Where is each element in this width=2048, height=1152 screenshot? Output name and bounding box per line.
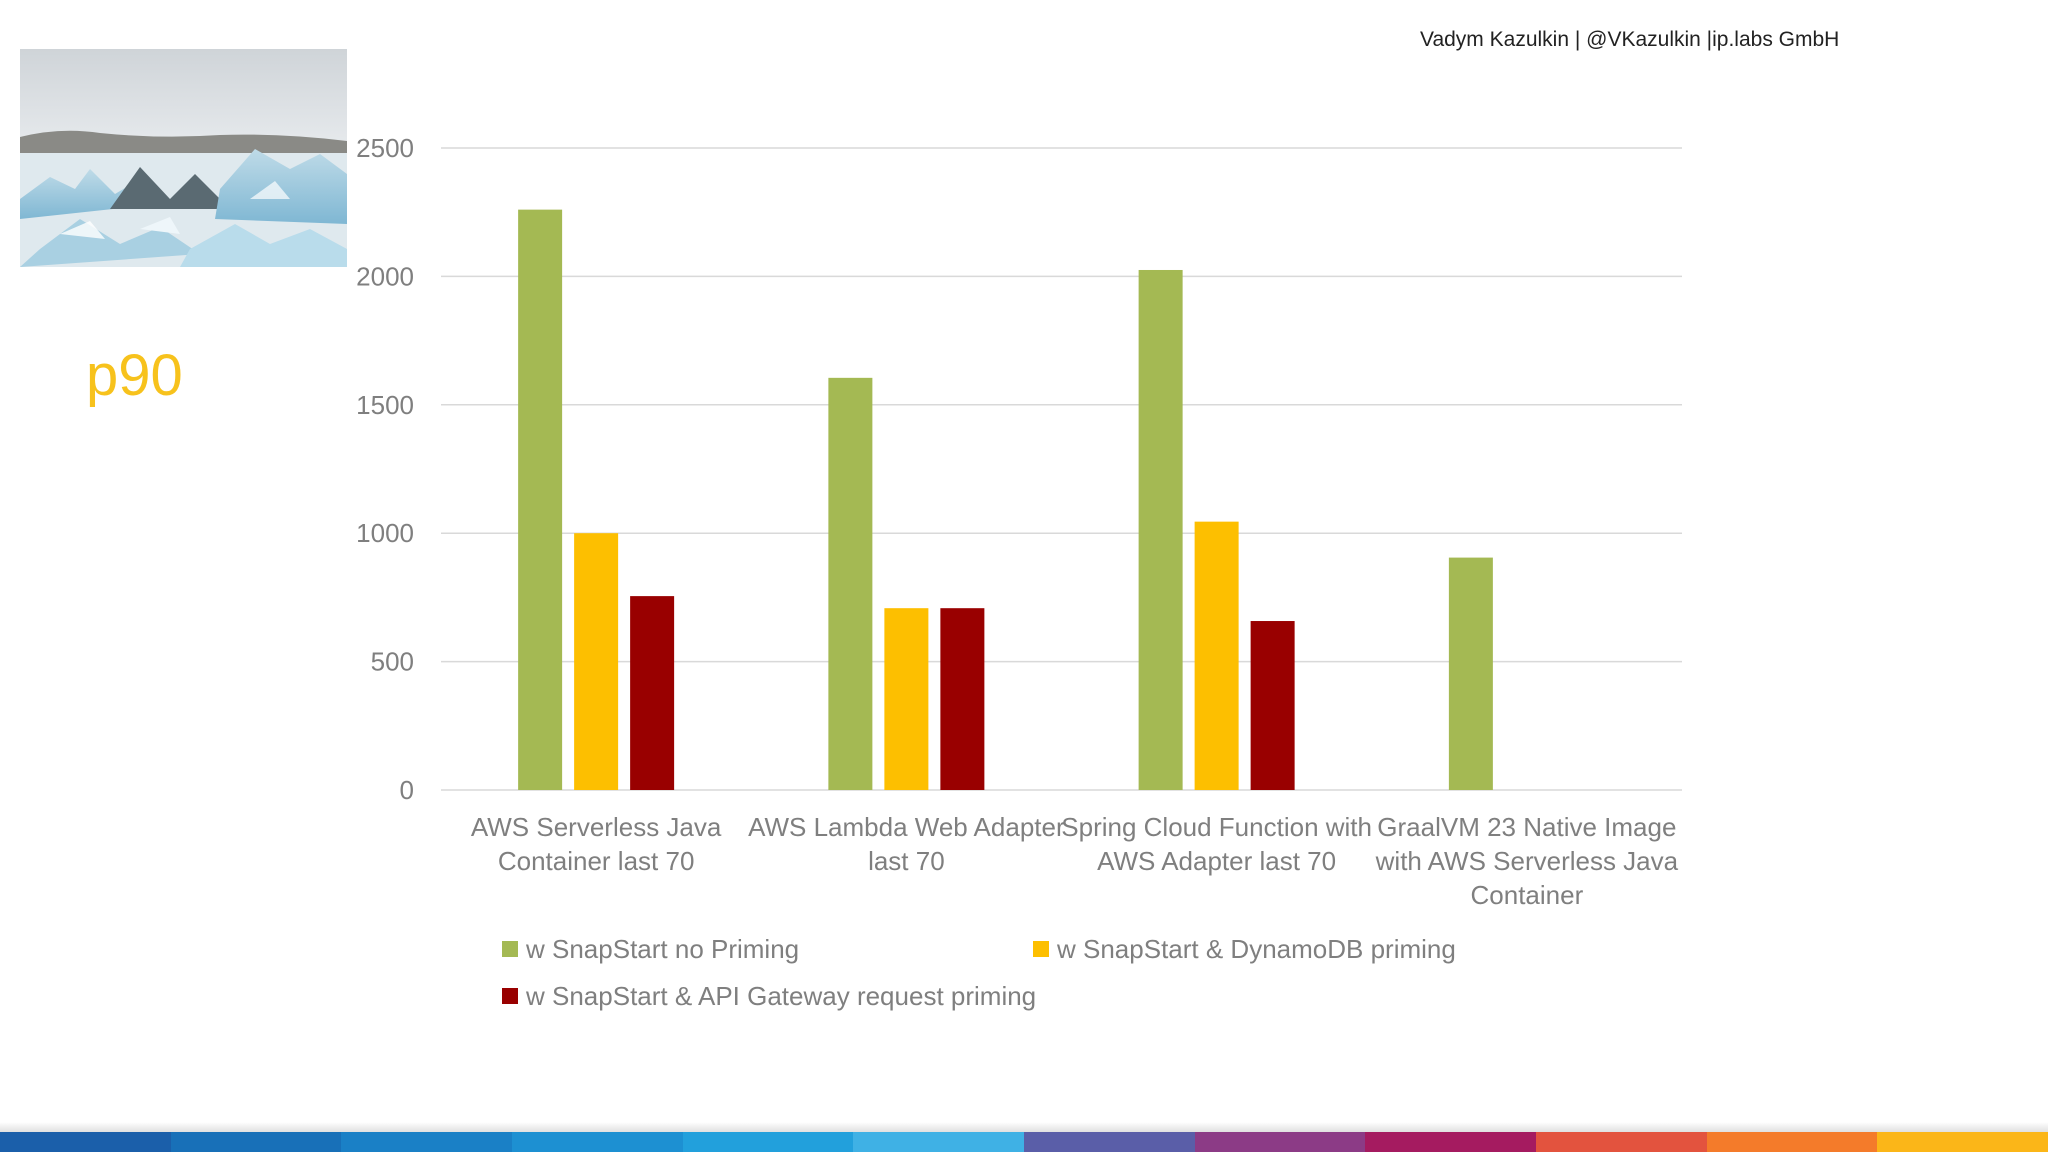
color-segment-3: [341, 1132, 513, 1152]
bar-series3-cat2: [940, 608, 985, 790]
legend-label-1: w SnapStart no Priming: [525, 934, 799, 964]
bar-series2-cat1: [574, 533, 619, 790]
bottom-color-bar: [0, 1122, 2048, 1152]
color-segment-9: [1365, 1132, 1537, 1152]
bar-series3-cat1: [630, 596, 675, 790]
color-segment-12: [1877, 1132, 2048, 1152]
y-axis-ticks: 0 500 1000 1500 2000 2500: [356, 133, 414, 805]
legend-swatch-2: [1033, 941, 1049, 957]
bar-series2-cat3: [1194, 521, 1239, 790]
header-credit: Vadym Kazulkin | @VKazulkin |ip.labs Gmb…: [1420, 28, 1840, 51]
bar-series3-cat3: [1250, 621, 1295, 790]
y-tick-label: 2000: [356, 261, 414, 291]
bars: [518, 209, 1493, 791]
color-segment-5: [682, 1132, 854, 1152]
legend: w SnapStart no Priming w SnapStart & Dyna…: [502, 934, 1456, 1011]
x-tick-label: Container: [1471, 880, 1584, 910]
color-segment-2: [170, 1132, 342, 1152]
x-tick-label: with AWS Serverless Java: [1375, 846, 1679, 876]
color-segment-6: [853, 1132, 1025, 1152]
x-tick-label: Spring Cloud Function with: [1061, 812, 1372, 842]
color-segment-10: [1536, 1132, 1707, 1152]
color-segment-4: [512, 1132, 683, 1152]
grid-lines: [441, 147, 1682, 791]
legend-swatch-3: [502, 988, 518, 1004]
legend-swatch-1: [502, 941, 518, 957]
x-tick-label: AWS Adapter last 70: [1097, 846, 1336, 876]
x-tick-label: Container last 70: [498, 846, 695, 876]
bar-series1-cat3: [1138, 269, 1183, 791]
x-tick-label: AWS Lambda Web Adapter: [748, 812, 1065, 842]
icebergs-photo: [20, 49, 347, 267]
y-tick-label: 1000: [356, 518, 414, 548]
y-tick-label: 0: [400, 775, 414, 805]
slide-title: p90: [86, 343, 183, 408]
x-axis-labels: AWS Serverless Java Container last 70 AWS …: [471, 812, 1679, 910]
y-tick-label: 2500: [356, 133, 414, 163]
bar-series2-cat2: [884, 608, 929, 790]
x-tick-label: GraalVM 23 Native Image: [1377, 812, 1676, 842]
legend-label-2: w SnapStart & DynamoDB priming: [1056, 934, 1456, 964]
legend-label-3: w SnapStart & API Gateway request primin…: [525, 981, 1036, 1011]
x-tick-label: last 70: [868, 846, 945, 876]
color-segment-7: [1024, 1132, 1195, 1152]
icebergs-photo-graphic: [20, 49, 347, 267]
color-segment-11: [1706, 1132, 1878, 1152]
bar-series1-cat1: [518, 209, 563, 790]
x-tick-label: AWS Serverless Java: [471, 812, 722, 842]
color-segment-1: [0, 1132, 171, 1152]
bar-series1-cat4: [1448, 557, 1493, 790]
bar-series1-cat2: [828, 377, 873, 790]
y-tick-label: 1500: [356, 390, 414, 420]
y-tick-label: 500: [371, 647, 414, 677]
color-segment-8: [1194, 1132, 1366, 1152]
